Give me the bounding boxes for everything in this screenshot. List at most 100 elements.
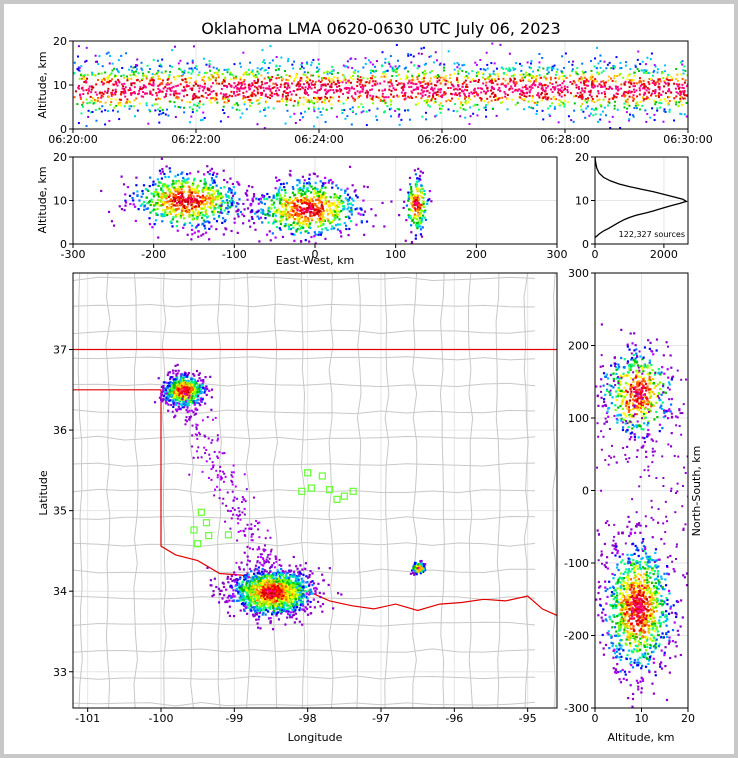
ew-altitude-source: [250, 215, 254, 219]
time-altitude-source: [434, 115, 437, 118]
time-altitude-source: [73, 61, 76, 64]
ew-altitude-source: [274, 187, 277, 190]
time-altitude-source: [275, 64, 278, 67]
ew-altitude-source: [403, 200, 406, 203]
time-altitude-source: [499, 90, 502, 93]
ew-altitude-source: [329, 211, 332, 214]
time-altitude-source: [199, 119, 202, 122]
time-altitude-source: [196, 96, 199, 99]
time-altitude-source: [428, 80, 431, 83]
time-altitude-source: [278, 100, 281, 103]
time-altitude-source: [264, 107, 267, 110]
ew-altitude-source: [420, 218, 423, 221]
time-altitude-source: [191, 59, 194, 62]
time-altitude-source: [642, 97, 645, 100]
ew-altitude-source: [206, 220, 209, 223]
time-altitude-source: [529, 88, 532, 91]
time-altitude-source: [648, 72, 651, 75]
time-altitude-source: [372, 95, 375, 98]
ew-altitude-source: [196, 184, 200, 187]
time-altitude-source: [343, 87, 346, 90]
time-altitude-source: [542, 97, 545, 100]
time-altitude-source: [183, 106, 186, 109]
time-altitude-source: [563, 105, 566, 108]
time-altitude-source: [644, 85, 647, 88]
time-altitude-source: [349, 81, 352, 84]
ew-altitude-source: [291, 191, 294, 194]
ew-altitude-source: [160, 187, 163, 190]
time-altitude-source: [541, 56, 544, 59]
time-altitude-source: [229, 71, 232, 74]
time-altitude-source: [125, 101, 128, 104]
time-altitude-source: [586, 105, 589, 108]
ew-altitude-source: [322, 219, 325, 222]
ew-altitude-source: [408, 176, 412, 179]
time-altitude-source: [267, 66, 270, 69]
time-altitude-source: [223, 68, 226, 71]
ew-altitude-source: [317, 210, 320, 213]
time-altitude-source: [81, 74, 84, 77]
time-altitude-source: [285, 74, 288, 77]
time-altitude-source: [307, 83, 310, 86]
figure-canvas: Oklahoma LMA 0620-0630 UTC July 06, 2023…: [4, 4, 734, 754]
plan-view-source: [265, 573, 268, 576]
ew-altitude-source: [409, 191, 412, 194]
time-altitude-source: [596, 85, 599, 88]
time-altitude-source: [201, 76, 204, 79]
ew-altitude-source: [316, 175, 319, 178]
ew-altitude-source: [230, 191, 233, 194]
time-altitude-source: [165, 93, 168, 96]
ew-altitude-source: [212, 211, 216, 214]
time-altitude-source: [310, 74, 313, 77]
time-altitude-source: [411, 76, 414, 79]
time-altitude-source: [441, 95, 444, 98]
ew-altitude-source: [418, 204, 421, 207]
time-altitude-source: [138, 89, 141, 92]
time-altitude-source: [458, 92, 461, 95]
time-altitude-source: [282, 90, 285, 93]
time-altitude-source: [626, 98, 629, 101]
plan-view-source: [295, 575, 298, 578]
ew-altitude-source: [181, 214, 185, 217]
time-altitude-source: [589, 76, 592, 79]
ew-altitude-source: [340, 235, 343, 238]
ew-altitude-source: [228, 188, 231, 191]
time-altitude-source: [267, 76, 270, 79]
time-altitude-source: [654, 90, 657, 93]
time-altitude-source: [635, 102, 638, 105]
plan-view-source: [244, 602, 247, 605]
time-altitude-source: [563, 75, 566, 78]
time-altitude-source: [187, 71, 190, 74]
time-altitude-source: [431, 98, 434, 101]
time-altitude-source: [560, 90, 563, 93]
ew-altitude-source: [156, 198, 160, 202]
ew-altitude-source: [338, 196, 341, 200]
ew-altitude-source: [247, 185, 251, 188]
time-altitude-source: [91, 73, 94, 76]
time-altitude-source: [214, 97, 217, 100]
time-altitude-source: [166, 87, 169, 90]
time-altitude-source: [313, 97, 316, 100]
time-altitude-source: [558, 99, 561, 102]
time-altitude-source: [398, 65, 401, 68]
time-altitude-source: [545, 86, 548, 89]
time-altitude-source: [378, 89, 381, 92]
time-altitude-source: [292, 104, 295, 107]
time-altitude-source: [318, 98, 321, 101]
time-altitude-source: [277, 94, 280, 97]
time-altitude-source: [685, 85, 688, 88]
time-altitude-source: [594, 113, 597, 116]
time-altitude-source: [377, 96, 380, 99]
ew-altitude-source: [205, 212, 208, 216]
ew-altitude-source: [134, 219, 137, 223]
plan-view-source: [252, 615, 255, 618]
time-altitude-source: [210, 85, 213, 88]
time-altitude-source: [596, 71, 599, 74]
time-altitude-source: [634, 85, 637, 88]
ew-altitude-source: [407, 216, 411, 219]
time-altitude-source: [596, 80, 599, 83]
time-altitude-source: [312, 125, 315, 128]
time-altitude-source: [281, 95, 284, 98]
time-altitude-source: [432, 61, 435, 64]
time-altitude-source: [632, 115, 635, 118]
